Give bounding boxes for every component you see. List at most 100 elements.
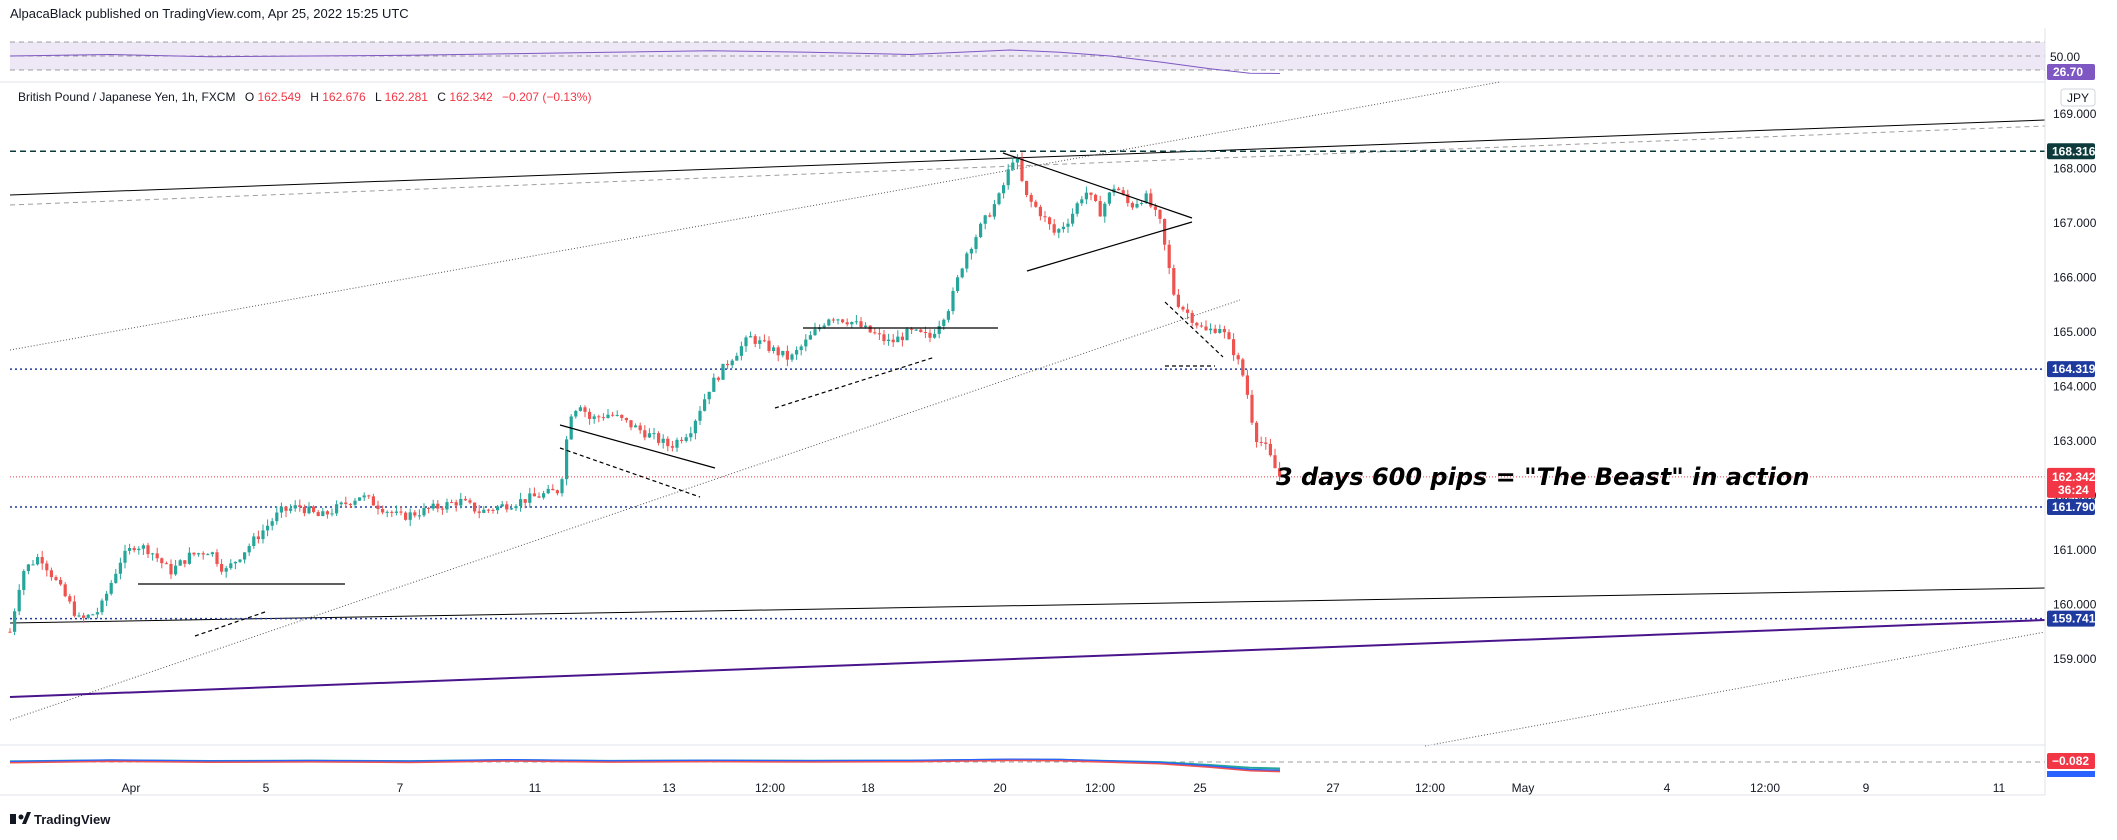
candle-95 (445, 498, 449, 513)
ohlc-legend: British Pound / Japanese Yen, 1h, FXCM O… (18, 90, 591, 104)
candle-90 (422, 503, 426, 518)
candle-125 (583, 405, 587, 418)
candle-98 (459, 492, 463, 509)
candle-218 (1011, 157, 1015, 172)
time-tick-10: 27 (1326, 781, 1340, 795)
candle-43 (206, 553, 210, 556)
time-tick-1: 5 (263, 781, 270, 795)
candle-198 (919, 328, 923, 333)
candle-221 (1025, 180, 1029, 198)
candle-144 (670, 440, 674, 452)
range-bottom-1 (194, 611, 266, 637)
candle-71 (335, 500, 339, 516)
lower-channel-far (1424, 631, 2046, 747)
candle-113 (528, 487, 532, 508)
candle-174 (808, 331, 812, 340)
candle-199 (923, 326, 927, 339)
candle-135 (629, 420, 633, 431)
symbol-name: British Pound / Japanese Yen, 1h, FXCM (18, 90, 235, 104)
candle-82 (385, 510, 389, 518)
candle-124 (578, 405, 582, 412)
candle-162 (753, 334, 757, 348)
candle-139 (647, 428, 651, 439)
flag-bottom-1 (559, 447, 701, 498)
price-tick-8: 167.000 (2053, 216, 2097, 230)
candle-183 (850, 321, 854, 329)
time-tick-6: 18 (861, 781, 875, 795)
candle-147 (684, 433, 688, 443)
close-value: 162.342 (449, 90, 493, 104)
candle-26 (128, 543, 132, 555)
candle-263 (1218, 324, 1222, 334)
triangle-top (1002, 152, 1193, 219)
candle-56 (266, 519, 270, 537)
candle-229 (1061, 222, 1065, 233)
candle-204 (946, 309, 950, 323)
candle-58 (275, 506, 279, 525)
candle-108 (505, 501, 509, 513)
candle-59 (279, 502, 283, 518)
rsi-value-text: 26.70 (2053, 65, 2083, 79)
candle-66 (312, 505, 316, 514)
candle-92 (431, 499, 435, 511)
candle-24 (118, 557, 122, 580)
candle-4 (26, 563, 30, 575)
bear-flag-top (1164, 301, 1224, 358)
candle-41 (197, 552, 201, 557)
time-tick-3: 11 (529, 781, 542, 795)
candle-157 (730, 358, 734, 369)
candle-213 (988, 212, 992, 218)
price-tick-9: 168.000 (2053, 162, 2097, 176)
countdown-text: 36:24 (2058, 483, 2089, 497)
candle-207 (960, 267, 964, 279)
candle-61 (289, 504, 293, 514)
candle-62 (293, 500, 297, 512)
candle-57 (270, 517, 274, 531)
candle-262 (1213, 324, 1217, 334)
candle-266 (1232, 333, 1236, 361)
candle-5 (31, 560, 35, 566)
candle-8 (45, 560, 49, 577)
candle-130 (606, 409, 610, 419)
candle-114 (532, 487, 536, 497)
candle-190 (882, 329, 886, 345)
candle-205 (951, 287, 955, 315)
level-tag-text-0: 168.316 (2052, 144, 2096, 158)
candle-173 (804, 334, 808, 352)
price-axis[interactable]: 159.000160.000161.000162.000163.000164.0… (2053, 107, 2097, 666)
candle-7 (40, 550, 44, 570)
chart-annotation: 3 days 600 pips = "The Beast" in action (1276, 463, 1809, 491)
candle-191 (887, 333, 891, 346)
candle-83 (390, 510, 394, 518)
level-tag-1 (2047, 361, 2095, 378)
candle-32 (155, 547, 159, 563)
candle-160 (744, 335, 748, 352)
macd-line (9, 758, 1281, 772)
candle-118 (551, 484, 555, 491)
candle-143 (666, 436, 670, 452)
change-value: −0.207 (−0.13%) (502, 90, 591, 104)
candle-88 (413, 510, 417, 518)
macd-second-tag (2047, 771, 2095, 777)
price-tick-1: 160.000 (2053, 598, 2097, 612)
macd-histogram-line (9, 759, 1281, 773)
candle-52 (247, 543, 251, 556)
candle-123 (574, 409, 578, 419)
candle-151 (703, 393, 707, 412)
currency-badge[interactable] (2060, 88, 2096, 107)
time-axis[interactable]: Apr 5 7 11 13 12:00 18 20 12:00 25 27 12:00 May 4 12:0… (122, 781, 2006, 795)
candles (8, 152, 1282, 636)
logo-mark-bar (10, 814, 16, 824)
rsi-level-label: 50.00 (2050, 50, 2080, 64)
resistance-dashed (9, 125, 2046, 206)
candle-54 (256, 530, 260, 544)
candle-145 (675, 437, 679, 452)
candle-194 (900, 332, 904, 347)
candle-120 (560, 477, 564, 497)
resistance-trendline (9, 119, 2046, 196)
time-tick-11: 12:00 (1415, 781, 1445, 795)
candle-97 (454, 499, 458, 512)
candle-128 (597, 414, 601, 423)
candle-100 (468, 498, 472, 505)
candle-211 (979, 222, 983, 239)
